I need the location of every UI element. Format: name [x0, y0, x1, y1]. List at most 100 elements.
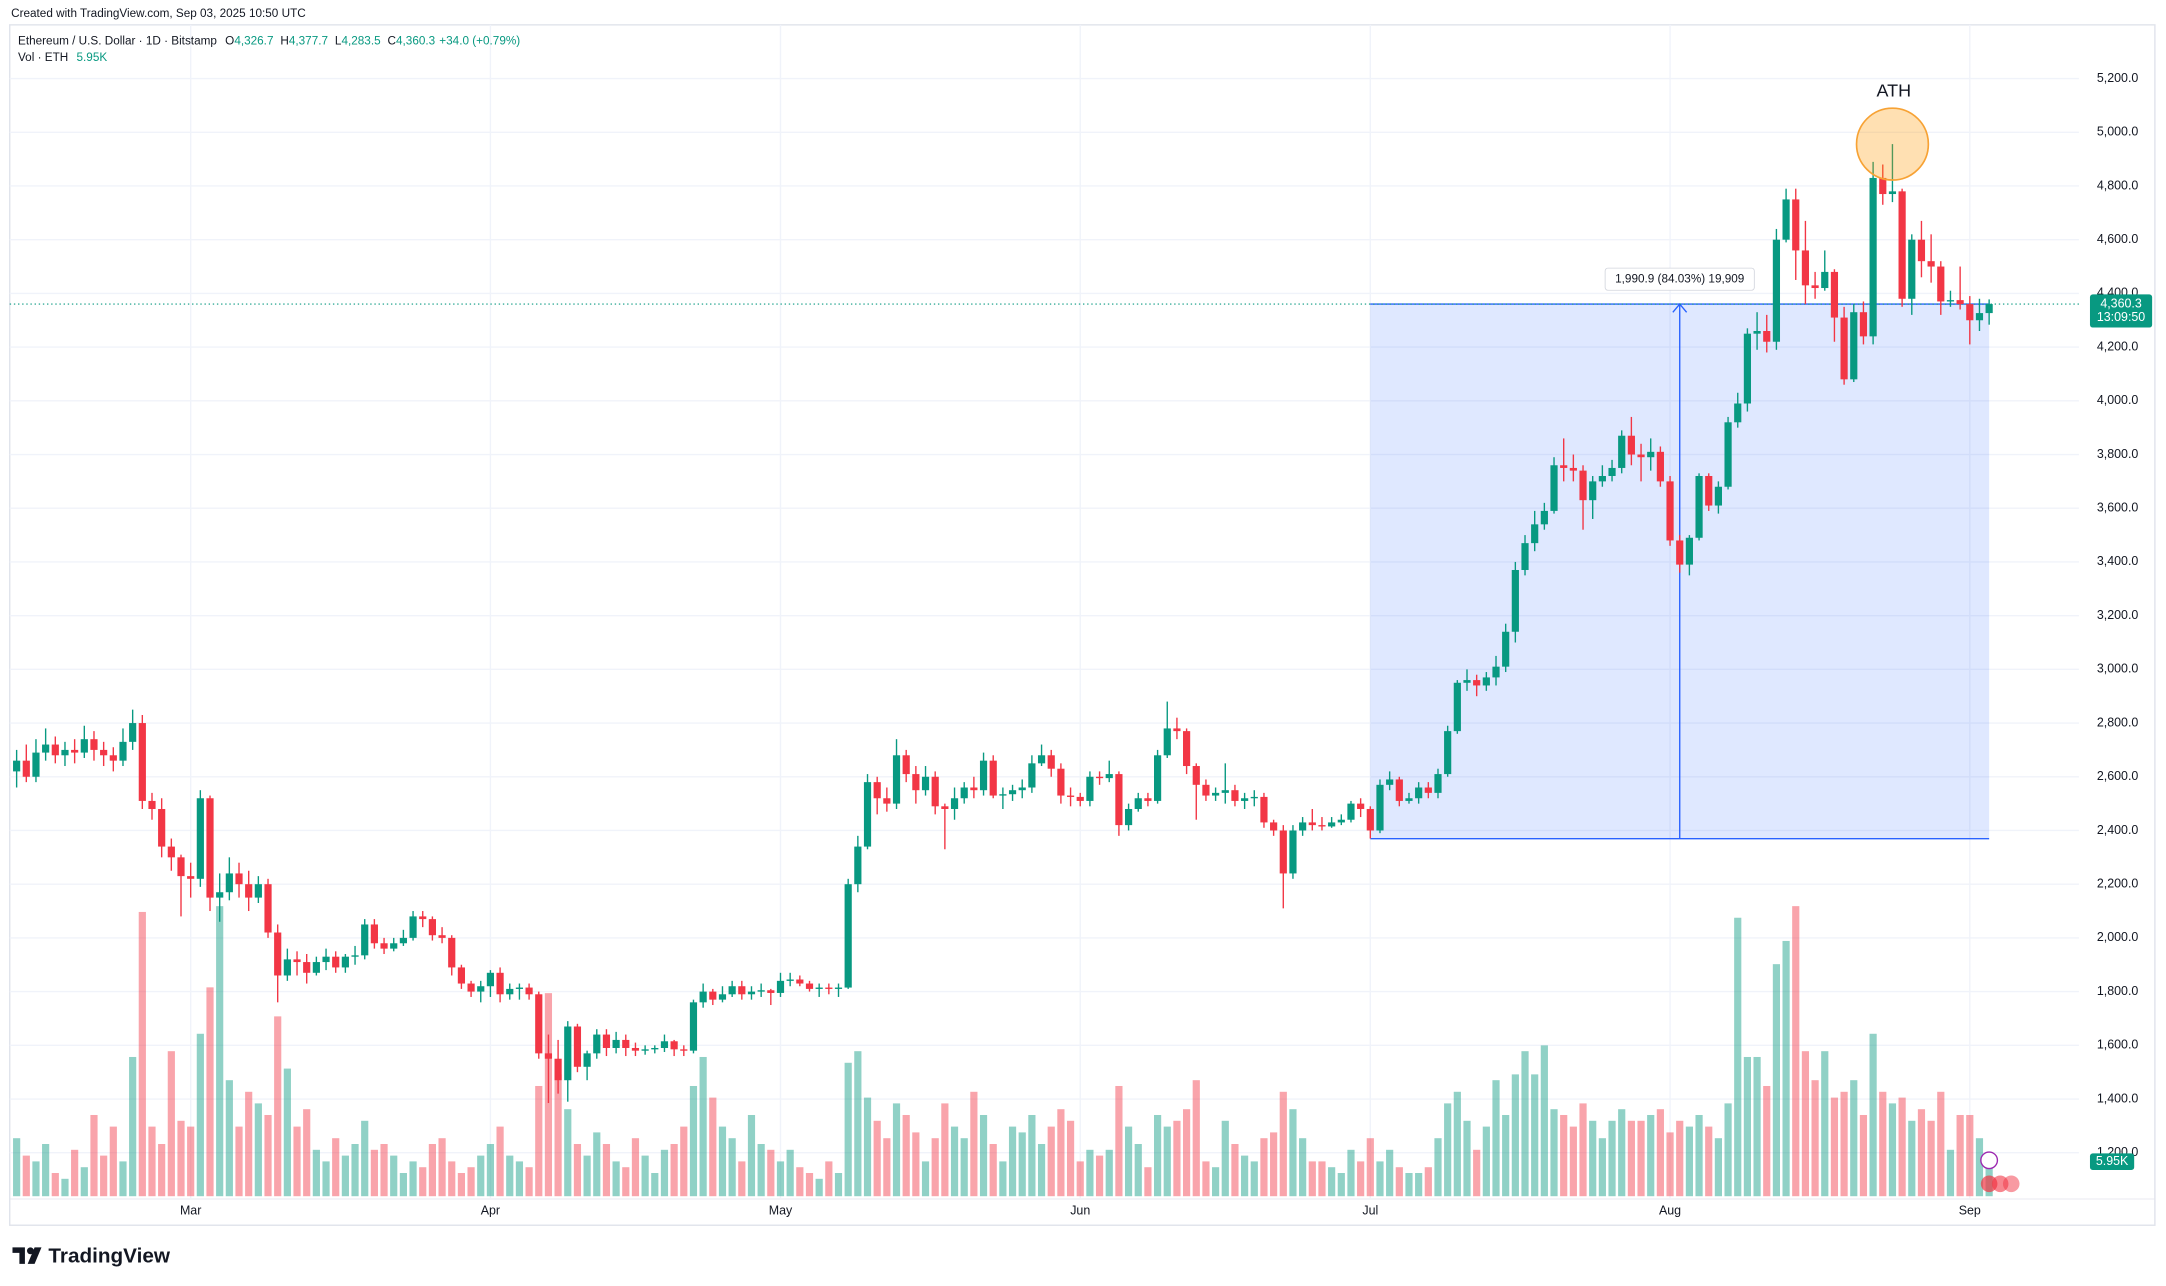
candle-body: [1424, 787, 1432, 793]
candle-body: [13, 760, 21, 772]
volume-bar: [1850, 1080, 1858, 1197]
candle-body: [1917, 239, 1926, 262]
candle-body: [293, 959, 301, 963]
volume-bar: [1589, 1120, 1597, 1197]
volume-bar: [1705, 1126, 1713, 1197]
volume-bar: [1579, 1103, 1587, 1197]
candle-body: [1888, 191, 1897, 195]
volume-bar: [680, 1126, 688, 1197]
candle-body: [206, 798, 214, 898]
volume-bar: [1801, 1051, 1810, 1197]
candle-body: [1879, 177, 1887, 195]
candle-body: [602, 1034, 611, 1048]
volume-bar: [109, 1126, 117, 1197]
logo-mark: [27, 1247, 42, 1264]
x-tick-label: Sep: [1959, 1204, 1981, 1218]
volume-bar: [206, 987, 214, 1197]
volume-bar: [1763, 1085, 1771, 1197]
y-tick-label: 3,800.0: [2097, 447, 2139, 461]
legend: Ethereum / U.S. Dollar · 1D · Bitstamp O4…: [18, 35, 520, 48]
x-tick-label: Jul: [1362, 1204, 1378, 1218]
candle-body: [32, 752, 40, 777]
candle-body: [264, 884, 272, 933]
volume-bar: [1037, 1144, 1046, 1197]
volume-bar: [1511, 1074, 1519, 1197]
candle-body: [921, 776, 930, 791]
candle-body: [1569, 467, 1577, 471]
candle-body: [1173, 728, 1181, 732]
countdown: 13:09:50: [2097, 310, 2145, 324]
candle-body: [622, 1039, 630, 1048]
candle-body: [1028, 763, 1036, 788]
candle-body: [1076, 796, 1084, 801]
candle-body: [1153, 755, 1162, 801]
volume-bar: [1318, 1161, 1326, 1197]
volume-bar: [1115, 1085, 1123, 1197]
candle-body: [525, 987, 533, 995]
volume-bar: [22, 1155, 30, 1197]
volume-bar: [42, 1144, 50, 1197]
candle-body: [544, 1053, 553, 1059]
volume-bar: [554, 1074, 562, 1197]
volume-bar: [1917, 1109, 1926, 1197]
volume-bar: [573, 1144, 582, 1197]
volume-bar: [196, 1033, 204, 1197]
candle-body: [1018, 787, 1026, 791]
volume-bar: [1028, 1114, 1036, 1197]
candle-body: [322, 956, 330, 963]
x-tick-label: Apr: [481, 1204, 500, 1218]
candle-body: [1724, 422, 1732, 487]
volume-bar: [1424, 1167, 1432, 1197]
candle-body: [941, 806, 949, 809]
volume-bar: [602, 1144, 611, 1197]
candle-body: [467, 983, 475, 992]
candle-body: [1066, 795, 1075, 797]
candle-body: [409, 916, 417, 938]
candle-body: [1985, 304, 1993, 314]
volume-bar: [1656, 1109, 1664, 1197]
candle-body: [825, 987, 833, 989]
brand: TradingView: [48, 1244, 170, 1267]
volume-bar: [1405, 1173, 1413, 1197]
volume-bar: [119, 1161, 127, 1197]
volume-bar: [1966, 1114, 1974, 1197]
volume-bar: [1241, 1155, 1249, 1197]
volume-bar: [1366, 1138, 1374, 1197]
volume-bar: [1289, 1109, 1297, 1197]
brand-logo: TradingView: [12, 1244, 171, 1267]
volume-bar: [776, 1161, 785, 1197]
credit: Created with TradingView.com, Sep 03, 20…: [11, 7, 306, 20]
volume-bar: [921, 1161, 930, 1197]
candle-body: [1685, 537, 1693, 565]
candle-body: [1347, 803, 1355, 820]
volume-bar: [593, 1132, 601, 1197]
volume-bar: [718, 1126, 727, 1197]
x-tick-label: Aug: [1659, 1204, 1681, 1218]
volume-bar: [1743, 1056, 1752, 1197]
candle-body: [1753, 330, 1761, 334]
volume-bar: [148, 1126, 156, 1197]
volume-bar: [496, 1126, 504, 1197]
candle-body: [119, 741, 127, 761]
volume-tag: [2089, 1153, 2135, 1170]
volume-bar: [1598, 1138, 1606, 1197]
volume-bar: [844, 1062, 852, 1197]
volume-bar: [1772, 964, 1781, 1197]
volume-bar: [1250, 1161, 1258, 1197]
volume-bar: [1569, 1126, 1577, 1197]
candle-body: [1144, 798, 1152, 801]
volume-bar: [854, 1051, 862, 1197]
volume-bar: [1473, 1149, 1481, 1197]
candle-body: [805, 983, 814, 989]
candle-body: [1859, 312, 1868, 337]
candle-body: [148, 800, 156, 809]
volume-bar: [1927, 1120, 1935, 1197]
candle-body: [1395, 779, 1403, 801]
candle-body: [1975, 313, 1984, 321]
candle-body: [1318, 825, 1326, 827]
volume-bar: [1521, 1051, 1529, 1197]
candle-body: [1705, 476, 1713, 506]
volume-bar: [1395, 1167, 1403, 1197]
candle-body: [428, 919, 436, 936]
volume-bar: [564, 1109, 572, 1197]
